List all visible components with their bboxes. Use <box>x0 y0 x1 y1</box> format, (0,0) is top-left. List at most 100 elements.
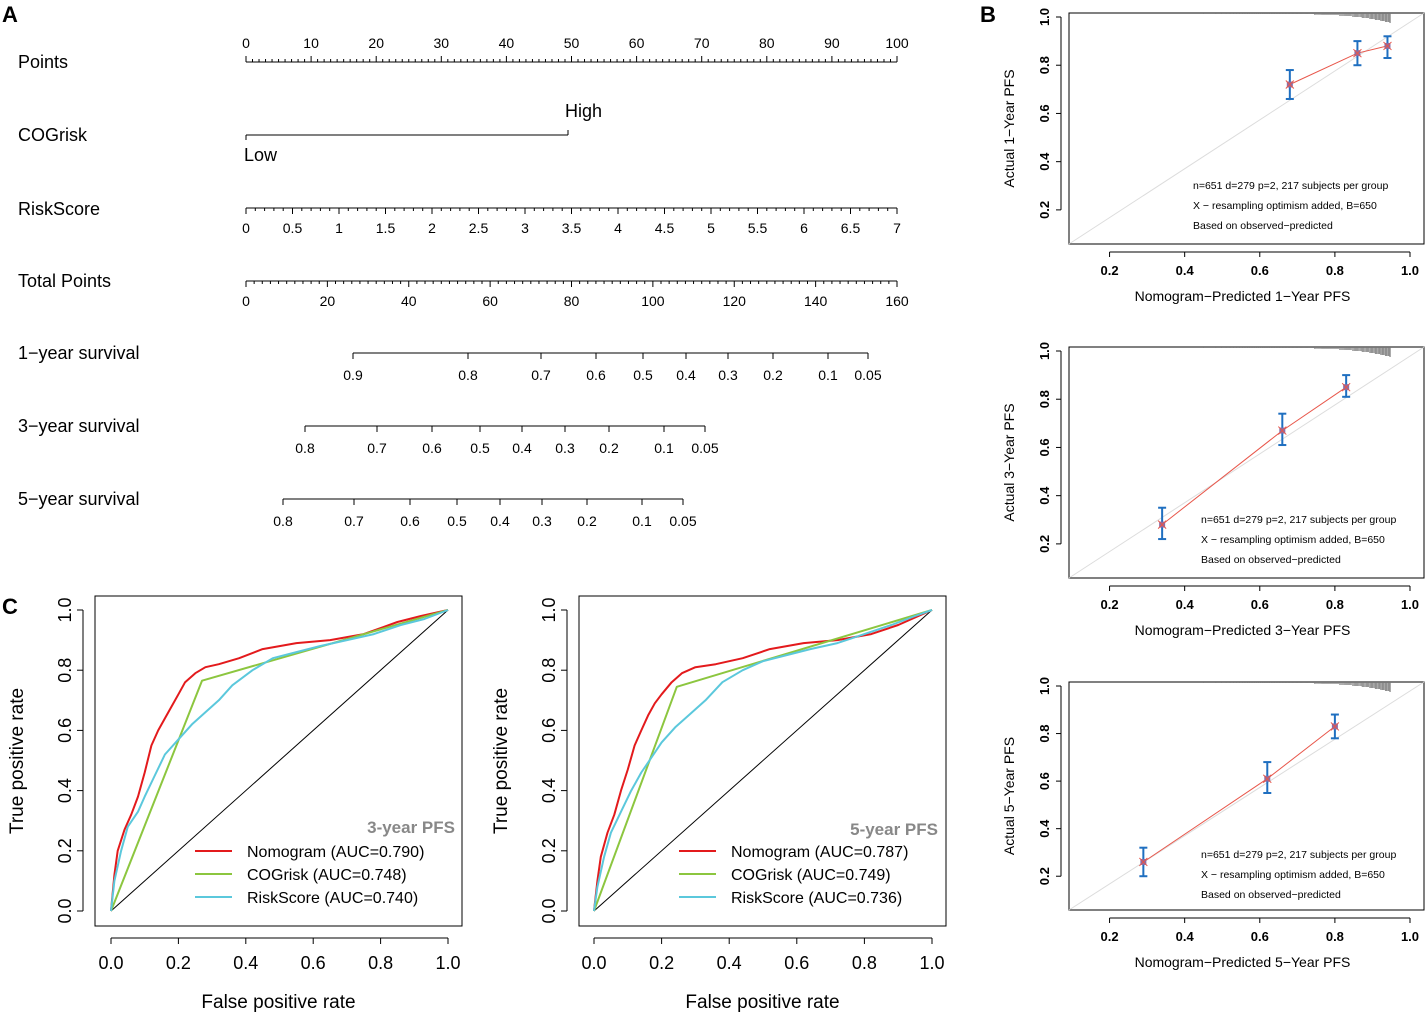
roc-y-axis-title: True positive rate <box>491 688 512 834</box>
calibration-curve <box>1143 726 1336 863</box>
total-points-tick-label: 0 <box>242 293 250 309</box>
total-points-tick-label: 160 <box>885 293 909 309</box>
riskscore-tick-label: 6 <box>800 220 808 236</box>
points-tick-label: 90 <box>824 35 840 51</box>
total-points-tick-label: 140 <box>804 293 828 309</box>
cogrisk-low-label: Low <box>244 145 278 165</box>
calibration-ideal-line <box>1068 346 1425 579</box>
roc-y-tick-label: 0.2 <box>55 838 75 863</box>
riskscore-tick-label: 4 <box>614 220 622 236</box>
roc-x-tick-label: 1.0 <box>919 953 944 973</box>
survival-tick-label: 0.3 <box>532 513 552 529</box>
points-tick-label: 10 <box>303 35 319 51</box>
points-tick-label: 80 <box>759 35 775 51</box>
points-tick-label: 0 <box>242 35 250 51</box>
roc-x-tick-label: 0.0 <box>581 953 606 973</box>
points-tick-label: 30 <box>434 35 450 51</box>
roc-y-tick-label: 0.8 <box>539 658 559 683</box>
roc-x-tick-label: 0.4 <box>233 953 258 973</box>
riskscore-tick-label: 5 <box>707 220 715 236</box>
roc-x-tick-label: 0.4 <box>717 953 742 973</box>
calibration-x-mark <box>1139 857 1148 867</box>
roc-y-tick-label: 0.6 <box>55 718 75 743</box>
roc-x-tick-label: 0.2 <box>649 953 674 973</box>
calibration-x-mark <box>1262 774 1272 784</box>
nomogram-row-label: Points <box>18 52 68 72</box>
roc-y-tick-label: 1.0 <box>539 597 559 622</box>
roc-x-tick-label: 0.2 <box>166 953 191 973</box>
roc-x-axis-title: False positive rate <box>201 992 355 1013</box>
calibration-x-axis-title: Nomogram−Predicted 1−Year PFS <box>1135 288 1351 304</box>
survival-tick-label: 0.2 <box>577 513 597 529</box>
riskscore-tick-label: 1.5 <box>376 220 396 236</box>
calibration-note: Based on observed−predicted <box>1201 554 1341 566</box>
calibration-y-tick-label: 0.6 <box>1037 104 1052 122</box>
roc-y-axis-title: True positive rate <box>7 688 28 834</box>
total-points-tick-label: 60 <box>482 293 498 309</box>
calibration-x-tick-label: 0.6 <box>1251 263 1269 278</box>
survival-tick-label: 0.6 <box>400 513 420 529</box>
calibration-y-tick-label: 0.2 <box>1037 535 1052 553</box>
calibration-note: n=651 d=279 p=2, 217 subjects per group <box>1201 849 1396 861</box>
survival-tick-label: 0.05 <box>691 440 718 456</box>
calibration-y-axis-title: Actual 3−Year PFS <box>1001 403 1017 521</box>
calibration-x-mark <box>1277 426 1287 435</box>
roc-legend-label: RiskScore (AUC=0.740) <box>247 890 418 907</box>
calibration-x-mark <box>1330 722 1340 731</box>
roc-y-tick-label: 0.8 <box>55 658 75 683</box>
calibration-note: n=651 d=279 p=2, 217 subjects per group <box>1193 180 1388 192</box>
roc-chart-2: 0.0 0.2 0.4 0.6 0.8 1.0 0.0 0.2 0.4 0.6 0.8 1.0 Fals… <box>491 595 947 1013</box>
nomogram: Points COGrisk RiskScore Total Points 1−year… <box>18 35 909 529</box>
calibration-y-axis-title: Actual 5−Year PFS <box>1001 737 1017 855</box>
calibration-frame <box>1068 12 1425 245</box>
cogrisk-high-label: High <box>565 101 602 121</box>
riskscore-tick-label: 3 <box>521 220 529 236</box>
total-points-tick-label: 100 <box>641 293 665 309</box>
calibration-x-axis-title: Nomogram−Predicted 5−Year PFS <box>1135 954 1351 970</box>
roc-legend-label: COGrisk (AUC=0.749) <box>731 867 891 884</box>
survival-tick-label: 0.2 <box>763 367 783 383</box>
riskscore-tick-label: 4.5 <box>655 220 675 236</box>
total-points-tick-label: 120 <box>723 293 747 309</box>
calibration-y-tick-label: 1.0 <box>1037 342 1052 360</box>
calibration-y-tick-label: 0.2 <box>1037 201 1052 219</box>
survival-tick-label: 0.4 <box>676 367 696 383</box>
roc-panel-title: 5-year PFS <box>850 820 938 839</box>
calibration-x-tick-label: 0.6 <box>1251 929 1269 944</box>
calibration-x-tick-label: 0.4 <box>1176 929 1195 944</box>
roc-y-tick-label: 0.6 <box>539 718 559 743</box>
calibration-x-tick-label: 1.0 <box>1401 929 1419 944</box>
survival-tick-label: 0.5 <box>470 440 490 456</box>
total-points-tick-label: 80 <box>564 293 580 309</box>
calibration-x-tick-label: 0.2 <box>1101 929 1119 944</box>
roc-x-tick-label: 0.8 <box>852 953 877 973</box>
calibration-note: X − resampling optimism added, B=650 <box>1201 534 1385 546</box>
calibration-y-tick-label: 0.4 <box>1037 152 1052 171</box>
survival-tick-label: 0.2 <box>599 440 619 456</box>
roc-y-tick-label: 0.4 <box>55 778 75 803</box>
calibration-x-tick-label: 0.8 <box>1326 929 1344 944</box>
panel-label-c: C <box>2 594 18 619</box>
calibration-x-mark <box>1383 41 1392 51</box>
calibration-x-tick-label: 1.0 <box>1401 597 1419 612</box>
survival-tick-label: 0.5 <box>633 367 653 383</box>
calibration-note: Based on observed−predicted <box>1193 220 1333 232</box>
roc-frame <box>94 595 463 927</box>
survival-tick-label: 0.7 <box>344 513 364 529</box>
total-points-tick-label: 40 <box>401 293 417 309</box>
calibration-note: Based on observed−predicted <box>1201 889 1341 901</box>
calibration-chart-2: 0.2 0.4 0.6 0.8 1.0 Nomogram−Predicted 3−Year… <box>1001 342 1425 638</box>
roc-series-1-line <box>110 609 449 912</box>
panel-label-b: B <box>980 2 996 27</box>
roc-x-tick-label: 0.6 <box>784 953 809 973</box>
calibration-plots: 0.2 0.4 0.6 0.8 1.0 Nomogram−Predicted 1−Year… <box>1001 8 1425 970</box>
survival-tick-label: 0.3 <box>718 367 738 383</box>
survival-tick-label: 0.6 <box>422 440 442 456</box>
calibration-chart-1: 0.2 0.4 0.6 0.8 1.0 Nomogram−Predicted 1−Year… <box>1001 8 1425 304</box>
calibration-x-tick-label: 0.2 <box>1101 597 1119 612</box>
roc-legend-label: Nomogram (AUC=0.790) <box>247 844 424 861</box>
roc-x-tick-label: 0.6 <box>301 953 326 973</box>
survival-tick-label: 0.1 <box>632 513 652 529</box>
calibration-x-tick-label: 0.4 <box>1176 597 1195 612</box>
riskscore-tick-label: 6.5 <box>841 220 861 236</box>
